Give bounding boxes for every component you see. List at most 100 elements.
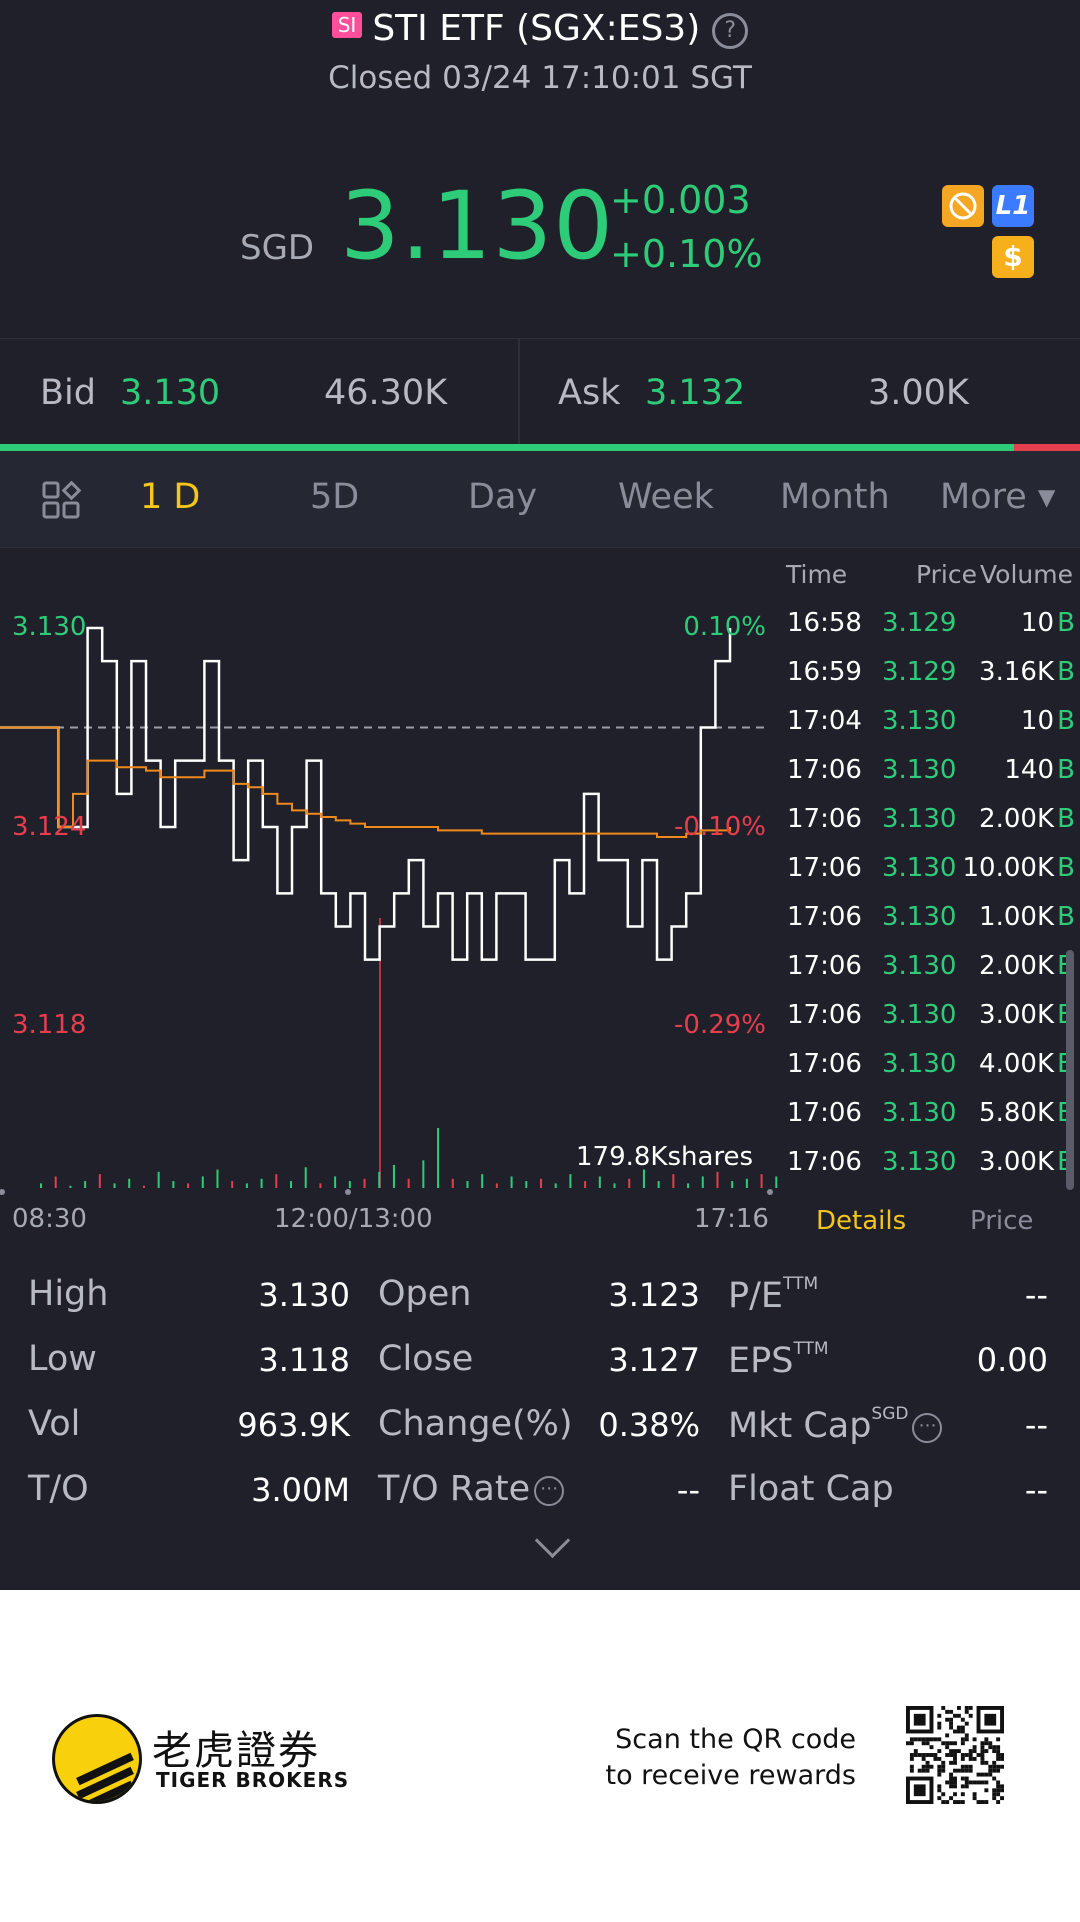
tab-day[interactable]: Day — [468, 477, 538, 517]
tab-1d[interactable]: 1 D — [140, 477, 201, 517]
avg-price-line — [0, 726, 731, 838]
ask-size: 3.00K — [868, 373, 969, 413]
time-and-sales[interactable]: Time Price Volume 16:58 3.129 10 B 16:59 3.12… — [780, 548, 1080, 1198]
chart-layout-icon[interactable] — [42, 481, 82, 521]
volume-bar — [510, 1176, 513, 1188]
volume-bar — [128, 1178, 131, 1188]
trade-volume: 2.00K — [979, 804, 1054, 834]
chart-canvas[interactable] — [0, 548, 780, 1220]
bid-size: 46.30K — [324, 373, 448, 413]
tab-more[interactable]: More ▾ — [940, 477, 1056, 517]
volume-bar — [584, 1181, 587, 1188]
stat-floatcap-label: Float Cap — [728, 1469, 894, 1509]
currency-label: SGD — [240, 228, 315, 268]
trade-time: 17:06 — [787, 804, 862, 834]
market-status: Closed 03/24 17:10:01 SGT — [328, 60, 752, 96]
tab-month[interactable]: Month — [780, 477, 890, 517]
level1-icon[interactable]: L1 — [992, 185, 1034, 227]
qr-caption-line1: Scan the QR code — [615, 1724, 856, 1755]
stat-close-label: Close — [378, 1339, 474, 1379]
page-title: STI ETF (SGX:ES3) — [372, 8, 701, 49]
no-shorting-icon[interactable] — [942, 185, 984, 227]
trades-scrollbar[interactable] — [1066, 950, 1074, 1190]
intraday-chart[interactable]: 3.130 3.124 3.118 0.10% -0.10% -0.29% 17… — [0, 548, 780, 1220]
axis-dot — [345, 1189, 351, 1195]
dollar-icon[interactable]: $ — [992, 236, 1034, 278]
volume-bar — [245, 1183, 248, 1188]
volume-bar — [113, 1183, 116, 1188]
volume-bar — [363, 1178, 366, 1188]
trade-time: 17:06 — [787, 1049, 862, 1079]
tab-week[interactable]: Week — [618, 477, 714, 517]
trade-row: 16:59 3.129 3.16K B — [780, 657, 1080, 706]
volume-bar — [201, 1176, 204, 1188]
y-label-low: 3.118 — [12, 1010, 87, 1040]
stat-torate-text: T/O Rate — [378, 1469, 531, 1509]
ask-label: Ask — [558, 373, 621, 413]
stat-mktcap-text: Mkt Cap — [728, 1406, 872, 1446]
trade-side: B — [1057, 706, 1075, 736]
volume-bar — [157, 1171, 160, 1188]
volume-bar — [525, 1181, 528, 1188]
stats-panel: High 3.130 Low 3.118 Vol 963.9K T/O 3.00… — [0, 1262, 1080, 1582]
volume-bar — [642, 1169, 645, 1188]
trade-price: 3.130 — [882, 951, 957, 981]
volume-bar — [216, 1169, 219, 1188]
volume-bar — [687, 1183, 690, 1188]
y-label-low-pct: -0.29% — [674, 1010, 766, 1040]
volume-bar — [598, 1176, 601, 1188]
price-change: +0.003 — [610, 178, 751, 222]
volume-bar — [54, 1176, 57, 1188]
mktcap-info-icon[interactable]: ⋯ — [912, 1413, 943, 1443]
tab-details[interactable]: Details — [816, 1206, 907, 1236]
trade-row: 17:04 3.130 10 B — [780, 706, 1080, 755]
time-axis: 08:30 12:00/13:00 17:16 — [0, 1200, 780, 1240]
title-row: SI STI ETF (SGX:ES3)? — [0, 8, 1080, 49]
trade-volume: 3.00K — [979, 1147, 1054, 1177]
tab-5d[interactable]: 5D — [310, 477, 360, 517]
volume-bar — [760, 1174, 763, 1188]
stat-torate-label: T/O Rate ⋯ — [378, 1469, 565, 1509]
trades-header-volume: Volume — [980, 560, 1073, 589]
volume-bar — [481, 1174, 484, 1188]
bid-ask-ratio-bar — [0, 444, 1080, 451]
bid-ratio-fill — [0, 444, 1015, 451]
trade-time: 16:58 — [787, 608, 862, 638]
volume-bar — [495, 1183, 498, 1188]
trade-price: 3.130 — [882, 1000, 957, 1030]
x-label-close: 17:16 — [694, 1204, 769, 1234]
axis-dot — [0, 1189, 5, 1195]
trade-side: B — [1057, 608, 1075, 638]
stat-eps-text: EPS — [728, 1341, 794, 1381]
volume-bar — [348, 1181, 351, 1188]
stat-low-label: Low — [28, 1339, 97, 1379]
trades-header-price: Price — [916, 560, 977, 589]
stat-pe-text: P/E — [728, 1276, 784, 1316]
volume-bar — [334, 1176, 337, 1188]
stat-mktcap-value: -- — [1024, 1406, 1048, 1444]
volume-bar — [392, 1164, 395, 1188]
stat-high-label: High — [28, 1274, 109, 1314]
volume-bar — [775, 1176, 778, 1188]
price-line — [0, 626, 732, 961]
help-icon[interactable]: ? — [712, 13, 749, 49]
divider — [518, 339, 520, 445]
volume-bar — [716, 1171, 719, 1188]
tab-price[interactable]: Price — [970, 1206, 1034, 1236]
info-icon[interactable]: ⋯ — [534, 1476, 565, 1506]
stat-eps-value: 0.00 — [976, 1341, 1048, 1379]
stat-high-value: 3.130 — [258, 1276, 350, 1314]
trade-price: 3.130 — [882, 706, 957, 736]
stat-floatcap-value: -- — [1024, 1471, 1048, 1509]
trade-volume: 2.00K — [979, 951, 1054, 981]
price-change-percent: +0.10% — [610, 232, 763, 276]
volume-bar — [260, 1178, 263, 1188]
trade-price: 3.130 — [882, 1098, 957, 1128]
brand-name-chinese: 老虎證券 — [152, 1728, 320, 1774]
volume-bar — [466, 1181, 469, 1188]
ask-price: 3.132 — [645, 373, 746, 413]
trade-time: 17:06 — [787, 1147, 862, 1177]
